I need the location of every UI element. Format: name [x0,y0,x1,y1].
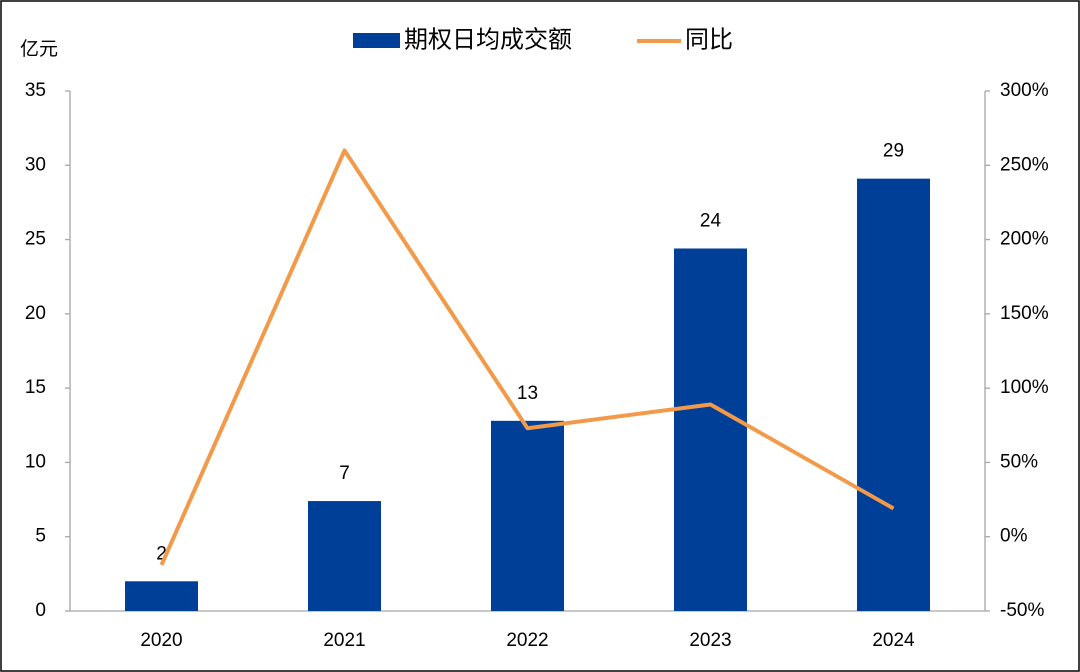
y-tick-label: 20 [25,303,46,324]
data-label: 24 [700,211,722,232]
y-unit-label: 亿元 [20,38,58,60]
y-tick-label: 30 [25,154,46,175]
y-tick-label: 5 [35,526,46,547]
y2-tick-label: 100% [1000,377,1049,398]
data-label: 29 [883,141,904,162]
legend-label: 同比 [685,26,733,53]
bar [857,178,930,611]
y-tick-label: 10 [25,451,46,472]
legend-label: 期权日均成交额 [404,26,572,53]
x-tick-label: 2020 [140,630,182,651]
y-tick-label: 35 [25,80,46,101]
data-label: 13 [517,383,538,404]
y-tick-label: 25 [25,229,46,250]
y2-tick-label: 50% [1000,451,1038,472]
bar [125,581,198,611]
bar [308,501,381,611]
x-tick-label: 2022 [506,630,548,651]
y2-tick-label: 200% [1000,229,1049,250]
y-tick-label: 0 [35,600,46,621]
y-tick-label: 15 [25,377,46,398]
x-tick-label: 2024 [872,630,915,651]
legend-swatch [353,33,400,48]
bar [674,248,747,611]
y2-tick-label: 0% [1000,526,1028,547]
x-tick-label: 2023 [689,630,731,651]
y2-tick-label: 150% [1000,303,1049,324]
x-tick-label: 2021 [323,630,365,651]
y2-tick-label: 300% [1000,80,1049,101]
data-label: 2 [156,543,167,564]
bar [491,420,564,611]
line [159,148,895,566]
y2-tick-label: -50% [1000,600,1044,621]
y2-tick-label: 250% [1000,154,1049,175]
data-label: 7 [339,463,350,484]
